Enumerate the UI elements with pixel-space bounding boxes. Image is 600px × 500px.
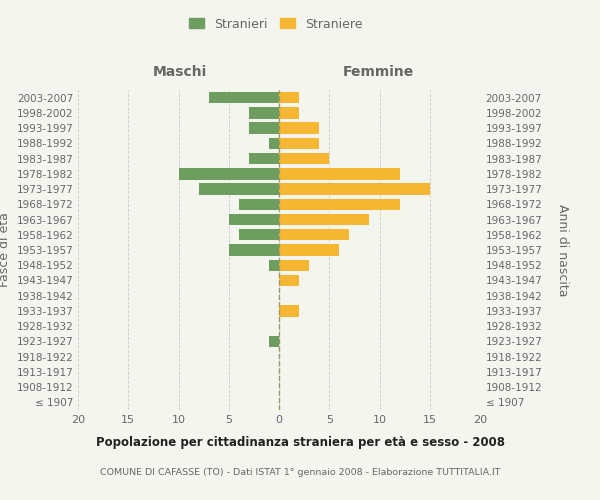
Y-axis label: Fasce di età: Fasce di età <box>0 212 11 288</box>
Bar <box>279 275 299 286</box>
Bar <box>279 229 349 240</box>
Text: Femmine: Femmine <box>343 66 413 80</box>
Bar <box>279 168 400 179</box>
Text: Maschi: Maschi <box>153 66 207 80</box>
Bar <box>269 336 279 347</box>
Bar <box>249 153 279 164</box>
Bar <box>199 184 279 195</box>
Bar <box>209 92 279 104</box>
Legend: Stranieri, Straniere: Stranieri, Straniere <box>185 14 367 34</box>
Bar <box>279 92 299 104</box>
Text: Popolazione per cittadinanza straniera per età e sesso - 2008: Popolazione per cittadinanza straniera p… <box>95 436 505 449</box>
Bar <box>269 260 279 271</box>
Bar <box>279 198 400 210</box>
Bar <box>279 107 299 118</box>
Bar <box>279 153 329 164</box>
Bar <box>279 214 370 225</box>
Bar <box>229 214 279 225</box>
Bar <box>279 184 430 195</box>
Bar <box>279 122 319 134</box>
Bar <box>279 305 299 316</box>
Bar <box>279 138 319 149</box>
Bar <box>179 168 279 179</box>
Text: COMUNE DI CAFASSE (TO) - Dati ISTAT 1° gennaio 2008 - Elaborazione TUTTITALIA.IT: COMUNE DI CAFASSE (TO) - Dati ISTAT 1° g… <box>100 468 500 477</box>
Bar <box>249 107 279 118</box>
Bar <box>239 229 279 240</box>
Bar <box>279 260 309 271</box>
Bar <box>249 122 279 134</box>
Bar <box>269 138 279 149</box>
Bar <box>229 244 279 256</box>
Bar <box>239 198 279 210</box>
Bar <box>279 244 340 256</box>
Y-axis label: Anni di nascita: Anni di nascita <box>556 204 569 296</box>
